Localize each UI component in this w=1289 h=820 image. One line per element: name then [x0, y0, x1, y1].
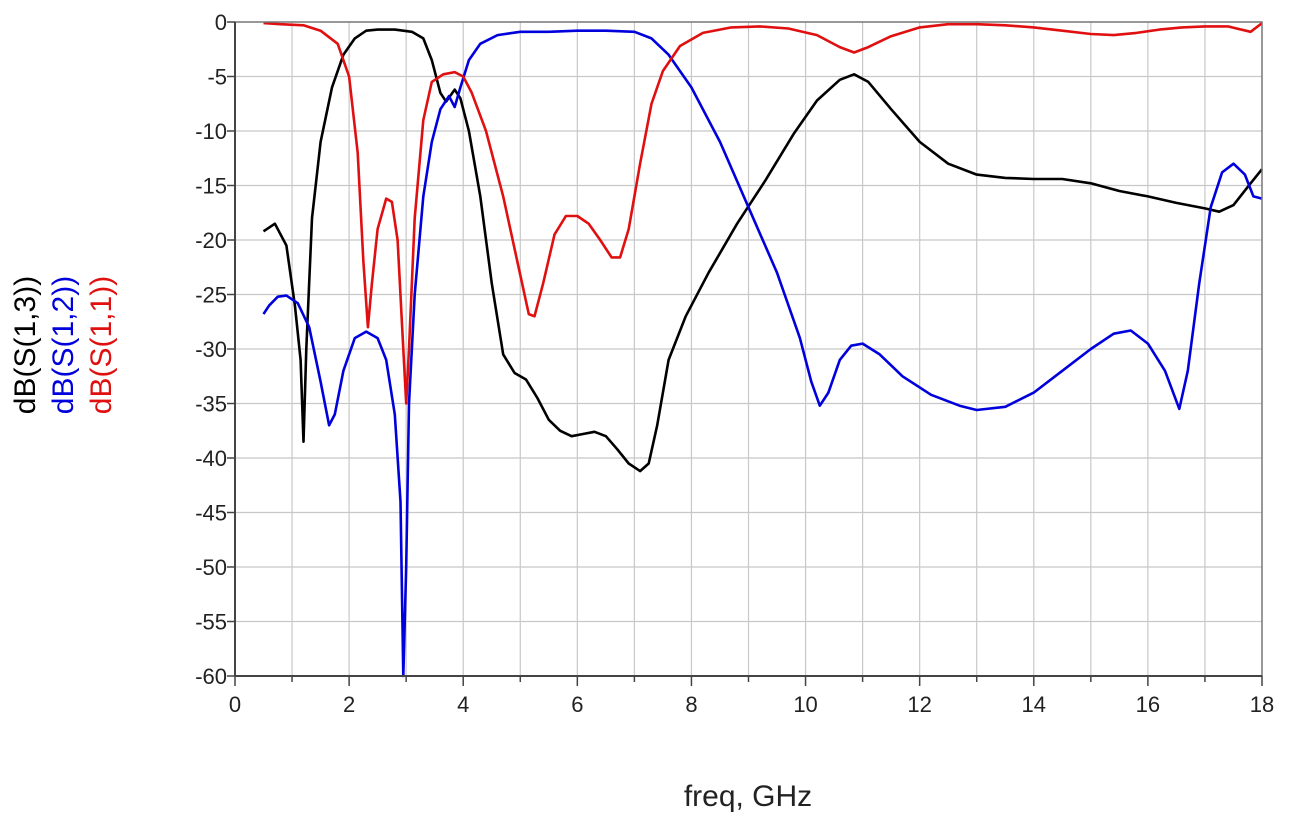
series-line-db-s-1-3 — [262, 28, 1264, 473]
y-tick-label: -55 — [195, 610, 227, 635]
series-line-db-s-1-2 — [262, 29, 1263, 678]
axes — [227, 21, 1263, 686]
grid — [235, 22, 1262, 676]
x-axis-title: freq, GHz — [684, 780, 812, 813]
y-axis-legend-labels: dB(S(1,3)) dB(S(1,2)) dB(S(1,1)) — [9, 276, 118, 414]
x-tick-labels: 0 2 4 6 8 10 12 14 16 18 — [229, 692, 1274, 717]
x-tick-label: 4 — [457, 692, 469, 717]
y-tick-labels: 0 -5 -10 -15 -20 -25 -30 -35 -40 -45 -50 -55 -60 — [195, 10, 227, 689]
x-tick-label: 2 — [343, 692, 355, 717]
y-axis-label-db-s-1-2: dB(S(1,2)) — [47, 276, 80, 414]
y-tick-label: -35 — [195, 392, 227, 417]
y-tick-label: -10 — [195, 119, 227, 144]
x-tick-label: 10 — [793, 692, 817, 717]
x-tick-label: 18 — [1250, 692, 1274, 717]
x-tick-label: 0 — [229, 692, 241, 717]
x-tick-label: 8 — [685, 692, 697, 717]
y-tick-label: -15 — [195, 174, 227, 199]
x-tick-label: 14 — [1022, 692, 1046, 717]
y-tick-label: -45 — [195, 501, 227, 526]
y-tick-label: -40 — [195, 446, 227, 471]
x-tick-label: 16 — [1136, 692, 1160, 717]
y-tick-label: -30 — [195, 337, 227, 362]
y-tick-label: -20 — [195, 228, 227, 253]
y-tick-label: -25 — [195, 283, 227, 308]
series-line-db-s-1-1 — [263, 21, 1263, 405]
y-tick-label: -60 — [195, 664, 227, 689]
y-tick-label: 0 — [215, 10, 227, 35]
y-tick-label: -50 — [195, 555, 227, 580]
series-group — [262, 21, 1264, 678]
x-tick-label: 6 — [571, 692, 583, 717]
y-tick-label: -5 — [207, 65, 227, 90]
y-axis-label-db-s-1-1: dB(S(1,1)) — [85, 276, 118, 414]
x-tick-label: 12 — [907, 692, 931, 717]
y-axis-label-db-s-1-3: dB(S(1,3)) — [9, 276, 42, 414]
